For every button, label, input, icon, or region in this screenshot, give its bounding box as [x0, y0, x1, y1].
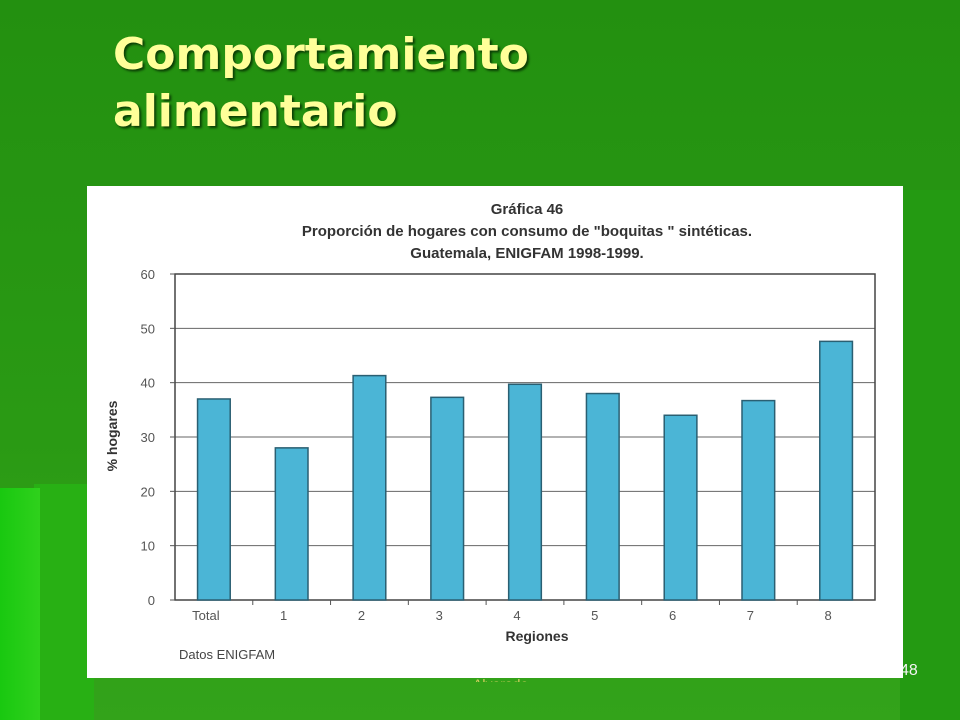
chart-title-line1: Gráfica 46 [491, 201, 564, 218]
x-tick-label: 1 [280, 608, 287, 623]
y-tick-label: 10 [141, 539, 155, 554]
chart-title-line2: Proporción de hogares con consumo de "bo… [302, 223, 752, 240]
x-tick-label: 2 [358, 608, 365, 623]
y-axis-ticks: 0 10 20 30 40 50 60 [141, 267, 175, 608]
chart-panel: Gráfica 46 Proporción de hogares con con… [87, 186, 903, 678]
background-accent-step [34, 484, 94, 720]
source-note: Datos ENIGFAM [179, 647, 275, 662]
background-accent-right [900, 190, 960, 720]
bar-1 [274, 447, 309, 601]
bar-6 [663, 414, 698, 601]
chart-title-line3: Guatemala, ENIGFAM 1998-1999. [410, 245, 643, 262]
bar-4 [507, 383, 543, 601]
bar-7 [741, 399, 776, 601]
y-tick-label: 50 [141, 321, 155, 336]
y-tick-label: 30 [141, 430, 155, 445]
slide-title-line2: alimentario [113, 86, 398, 137]
y-tick-label: 0 [148, 593, 155, 608]
y-tick-label: 20 [141, 484, 155, 499]
x-tick-label: Total [192, 608, 220, 623]
page-number: 48 [900, 662, 918, 679]
x-axis-label: Regiones [505, 628, 568, 644]
y-axis-label: % hogares [104, 400, 120, 471]
y-tick-label: 40 [141, 376, 155, 391]
slide-title-line1: Comportamiento [113, 29, 529, 80]
bar-chart: Gráfica 46 Proporción de hogares con con… [104, 201, 876, 662]
x-axis-ticks: Total 1 2 3 4 5 6 7 8 [192, 600, 832, 623]
x-tick-label: 5 [591, 608, 598, 623]
footer-text: Alvarado [473, 676, 528, 682]
y-tick-label: 60 [141, 267, 155, 282]
background-accent-left [0, 488, 40, 720]
bar-2 [352, 374, 387, 601]
x-tick-label: 4 [513, 608, 520, 623]
bar-3 [430, 396, 465, 601]
bar-total [196, 398, 231, 601]
bar-5 [585, 392, 620, 601]
x-tick-label: 8 [824, 608, 831, 623]
bars [196, 340, 854, 601]
x-tick-label: 6 [669, 608, 676, 623]
x-tick-label: 7 [747, 608, 754, 623]
slide-title: Comportamiento alimentario [113, 26, 713, 140]
bar-8 [819, 340, 854, 601]
x-tick-label: 3 [436, 608, 443, 623]
